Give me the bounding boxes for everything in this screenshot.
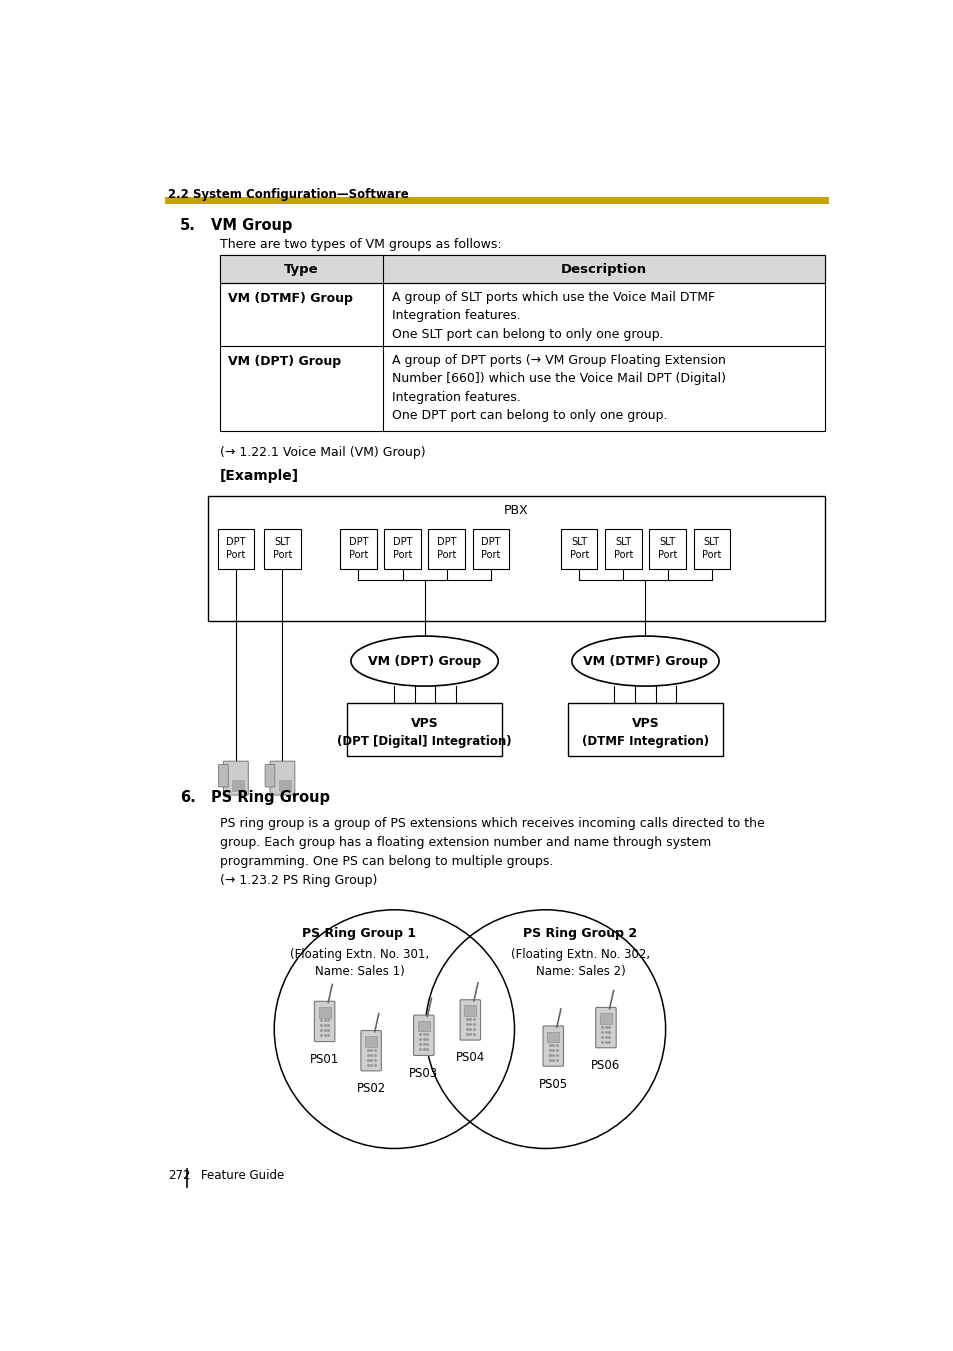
FancyBboxPatch shape xyxy=(220,255,823,282)
Text: Description: Description xyxy=(560,262,646,276)
FancyBboxPatch shape xyxy=(428,528,464,569)
Text: Feature Guide: Feature Guide xyxy=(200,1169,284,1182)
Text: [Example]: [Example] xyxy=(220,469,299,484)
Text: PBX: PBX xyxy=(503,504,528,517)
Text: (DPT [Digital] Integration): (DPT [Digital] Integration) xyxy=(337,735,512,747)
Text: A group of SLT ports which use the Voice Mail DTMF
Integration features.
One SLT: A group of SLT ports which use the Voice… xyxy=(392,290,715,340)
FancyBboxPatch shape xyxy=(264,528,300,569)
FancyBboxPatch shape xyxy=(360,1031,381,1071)
FancyBboxPatch shape xyxy=(414,1015,434,1055)
Text: PS03: PS03 xyxy=(409,1067,438,1079)
FancyBboxPatch shape xyxy=(567,704,722,755)
Text: SLT
Port: SLT Port xyxy=(701,538,720,559)
Text: A group of DPT ports (→ VM Group Floating Extension
Number [660]) which use the : A group of DPT ports (→ VM Group Floatin… xyxy=(392,354,725,423)
Text: 5.: 5. xyxy=(179,219,195,234)
FancyBboxPatch shape xyxy=(278,780,291,792)
FancyBboxPatch shape xyxy=(318,1006,330,1017)
Text: VM (DTMF) Group: VM (DTMF) Group xyxy=(582,655,707,667)
FancyBboxPatch shape xyxy=(693,528,729,569)
Text: DPT
Port: DPT Port xyxy=(436,538,456,559)
Text: VM (DPT) Group: VM (DPT) Group xyxy=(228,355,340,369)
Text: PS02: PS02 xyxy=(356,1082,385,1096)
Text: SLT
Port: SLT Port xyxy=(569,538,588,559)
Text: 272: 272 xyxy=(168,1169,191,1182)
FancyBboxPatch shape xyxy=(560,528,597,569)
Text: 6.: 6. xyxy=(179,790,195,805)
Text: VM (DTMF) Group: VM (DTMF) Group xyxy=(228,292,353,305)
Text: 2.2 System Configuration—Software: 2.2 System Configuration—Software xyxy=(168,188,409,200)
Text: PS ring group is a group of PS extensions which receives incoming calls directed: PS ring group is a group of PS extension… xyxy=(220,817,764,888)
FancyBboxPatch shape xyxy=(233,780,244,792)
FancyBboxPatch shape xyxy=(220,255,823,431)
Text: DPT
Port: DPT Port xyxy=(480,538,500,559)
Text: PS Ring Group: PS Ring Group xyxy=(211,790,330,805)
Text: There are two types of VM groups as follows:: There are two types of VM groups as foll… xyxy=(220,238,501,251)
Text: SLT
Port: SLT Port xyxy=(658,538,677,559)
Text: DPT
Port: DPT Port xyxy=(226,538,245,559)
FancyBboxPatch shape xyxy=(649,528,685,569)
FancyBboxPatch shape xyxy=(270,761,294,794)
FancyBboxPatch shape xyxy=(599,1013,611,1024)
Text: PS04: PS04 xyxy=(456,1051,484,1065)
FancyBboxPatch shape xyxy=(384,528,420,569)
FancyBboxPatch shape xyxy=(217,528,253,569)
FancyBboxPatch shape xyxy=(340,528,376,569)
Text: VM Group: VM Group xyxy=(211,219,292,234)
FancyBboxPatch shape xyxy=(547,1032,558,1042)
FancyBboxPatch shape xyxy=(604,528,641,569)
FancyBboxPatch shape xyxy=(464,1005,476,1016)
Text: (Floating Extn. No. 301,
Name: Sales 1): (Floating Extn. No. 301, Name: Sales 1) xyxy=(290,948,429,978)
Text: Type: Type xyxy=(284,262,318,276)
Text: SLT
Port: SLT Port xyxy=(613,538,633,559)
Text: PS06: PS06 xyxy=(591,1059,619,1073)
Text: PS Ring Group 2: PS Ring Group 2 xyxy=(523,927,637,940)
FancyBboxPatch shape xyxy=(218,765,228,788)
FancyBboxPatch shape xyxy=(472,528,509,569)
FancyBboxPatch shape xyxy=(365,1036,376,1047)
Text: PS05: PS05 xyxy=(538,1078,567,1090)
Text: SLT
Port: SLT Port xyxy=(273,538,292,559)
FancyBboxPatch shape xyxy=(314,1001,335,1042)
Text: VPS: VPS xyxy=(631,717,659,730)
FancyBboxPatch shape xyxy=(208,496,823,621)
Ellipse shape xyxy=(351,636,497,686)
Text: PS Ring Group 1: PS Ring Group 1 xyxy=(302,927,416,940)
Text: (DTMF Integration): (DTMF Integration) xyxy=(581,735,708,747)
FancyBboxPatch shape xyxy=(542,1025,563,1066)
FancyBboxPatch shape xyxy=(265,765,274,788)
FancyBboxPatch shape xyxy=(417,1021,429,1032)
Text: (Floating Extn. No. 302,
Name: Sales 2): (Floating Extn. No. 302, Name: Sales 2) xyxy=(510,948,649,978)
Text: PS01: PS01 xyxy=(310,1052,339,1066)
Text: VM (DPT) Group: VM (DPT) Group xyxy=(368,655,480,667)
FancyBboxPatch shape xyxy=(459,1000,480,1040)
Text: VPS: VPS xyxy=(411,717,438,730)
FancyBboxPatch shape xyxy=(347,704,501,755)
FancyBboxPatch shape xyxy=(223,761,248,794)
Text: DPT
Port: DPT Port xyxy=(348,538,368,559)
Ellipse shape xyxy=(571,636,719,686)
Text: DPT
Port: DPT Port xyxy=(393,538,412,559)
FancyBboxPatch shape xyxy=(595,1008,616,1048)
Text: (→ 1.22.1 Voice Mail (VM) Group): (→ 1.22.1 Voice Mail (VM) Group) xyxy=(220,446,425,459)
